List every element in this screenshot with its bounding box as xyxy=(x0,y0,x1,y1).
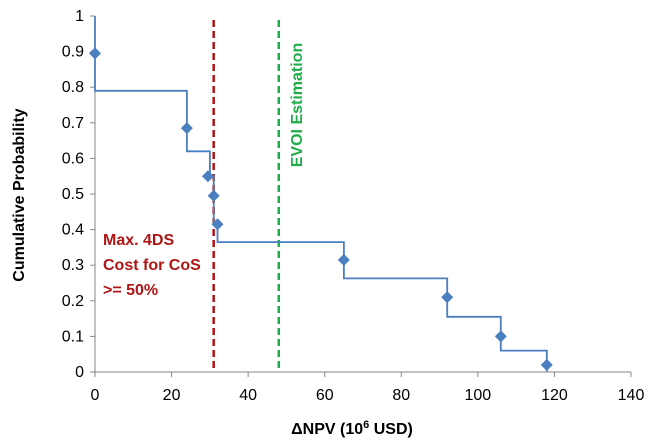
data-point-marker xyxy=(207,189,220,202)
x-tick-label: 60 xyxy=(316,387,334,404)
data-point-marker xyxy=(494,330,507,343)
data-point-marker xyxy=(337,253,350,266)
y-tick-label: 0.5 xyxy=(62,186,84,203)
x-tick-label: 100 xyxy=(465,387,492,404)
data-point-marker xyxy=(89,47,101,60)
max-4ds-annotation: Max. 4DS Cost for CoS >= 50% xyxy=(103,232,205,299)
ticks: 0 0.1 0.2 0.3 0.4 0.5 0.6 0.7 0.8 0.9 1 0 20 40 60 80 10… xyxy=(62,8,645,404)
data-point-marker xyxy=(441,291,454,304)
x-tick-label: 140 xyxy=(618,387,645,404)
y-tick-label: 0.9 xyxy=(62,44,84,61)
series xyxy=(89,16,553,372)
y-tick-label: 0.6 xyxy=(62,150,84,167)
x-axis-title: ΔNPV (106 USD) xyxy=(291,419,413,438)
x-tick-label: 120 xyxy=(541,387,568,404)
data-point-marker xyxy=(201,170,214,183)
data-point-marker xyxy=(211,218,224,231)
y-tick-label: 0 xyxy=(75,364,84,381)
y-axis-title: Cumulative Probability xyxy=(11,108,28,281)
y-tick-label: 0.2 xyxy=(62,293,84,310)
annotation-line-2: Cost for CoS xyxy=(103,257,201,274)
x-tick-label: 80 xyxy=(392,387,410,404)
y-tick-label: 0.3 xyxy=(62,257,84,274)
vertical-lines xyxy=(212,20,281,372)
y-tick-label: 0.7 xyxy=(62,115,84,132)
labels: ΔNPV (106 USD) Cumulative Probability Ma… xyxy=(11,43,413,438)
y-tick-label: 0.8 xyxy=(62,79,84,96)
y-tick-label: 0.1 xyxy=(62,328,84,345)
x-tick-label: 40 xyxy=(239,387,257,404)
annotation-line-3: >= 50% xyxy=(103,282,158,299)
data-point-marker xyxy=(180,122,193,135)
data-point-marker xyxy=(540,358,553,371)
y-tick-label: 1 xyxy=(75,8,84,25)
y-tick-label: 0.4 xyxy=(62,222,84,239)
cdf-step-line xyxy=(94,16,548,372)
annotation-line-1: Max. 4DS xyxy=(103,232,174,249)
x-tick-label: 20 xyxy=(163,387,181,404)
evoi-estimation-annotation: EVOI Estimation xyxy=(289,43,306,167)
axes xyxy=(94,16,631,373)
x-tick-label: 0 xyxy=(91,387,100,404)
